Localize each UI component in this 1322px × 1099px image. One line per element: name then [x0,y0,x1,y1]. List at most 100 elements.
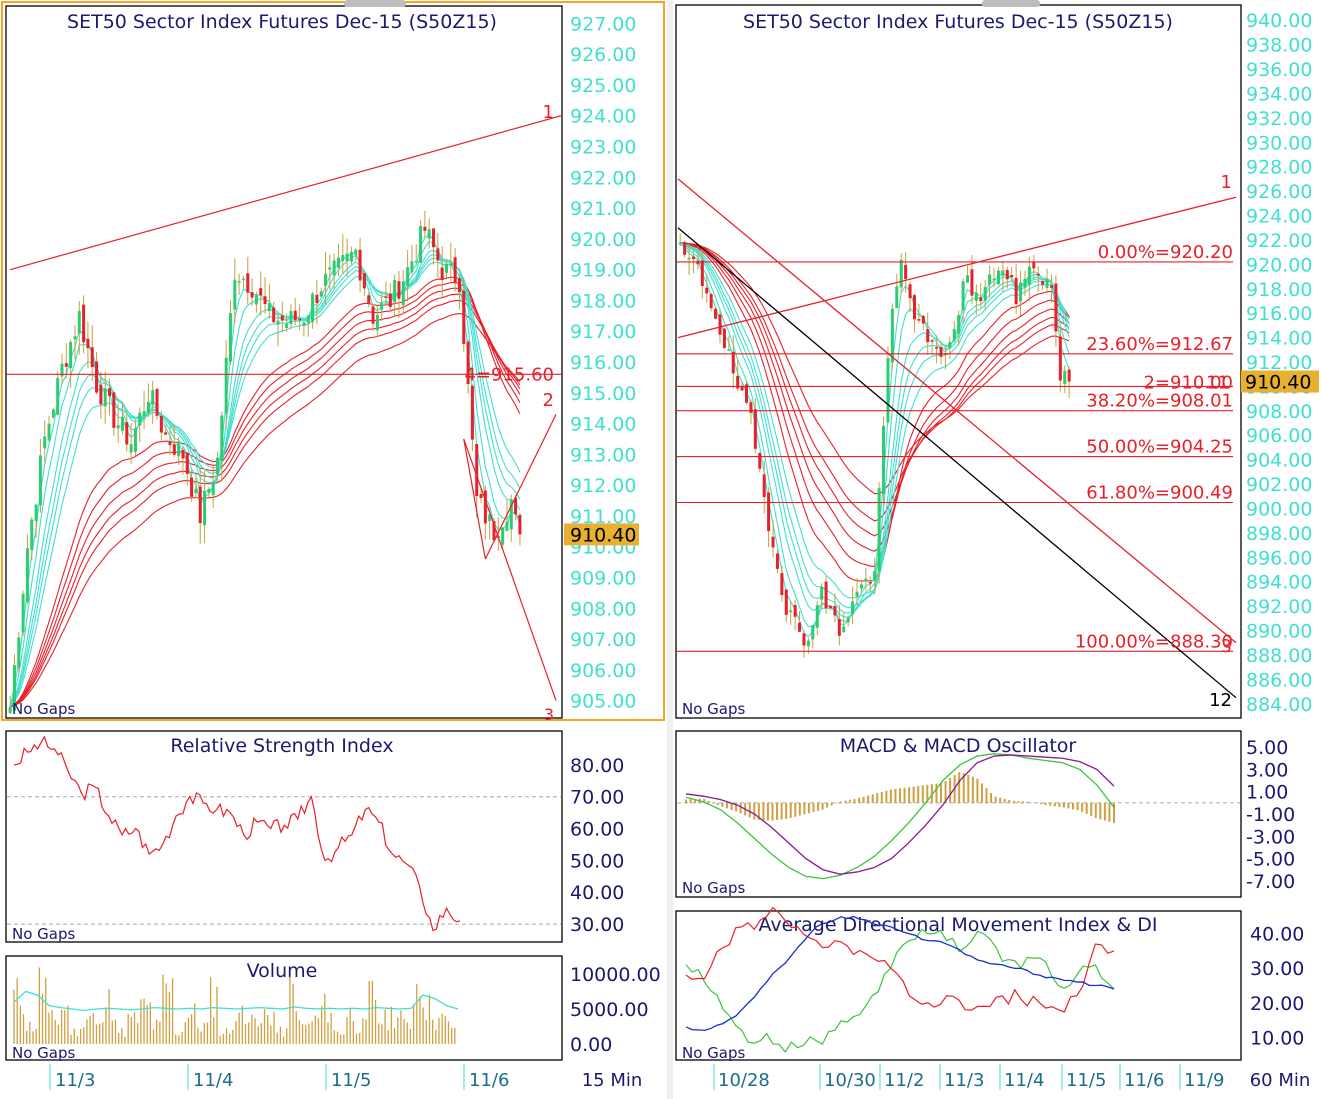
candle-down [95,361,99,393]
right-price-tick: 926.00 [1246,181,1312,203]
rsi-tick: 30.00 [570,914,624,936]
fib-label: 0.00%=920.20 [1098,242,1233,263]
candle-up [319,291,323,297]
candle-down [367,295,371,304]
rsi-tick: 50.00 [570,850,624,872]
trendline-1 [677,196,1237,339]
candle-down [475,443,479,497]
adx-tick: 20.00 [1250,993,1304,1015]
candle-down [705,287,709,294]
candle-down [259,288,263,296]
candle-down [155,388,159,416]
candle-up [328,267,332,270]
right-price-tick: 896.00 [1246,547,1312,569]
candle-up [207,489,211,493]
candle-up [886,358,890,423]
wave-leg [463,438,486,560]
rsi-title: Relative Strength Index [170,735,393,757]
right-price-tick: 920.00 [1246,254,1312,276]
candle-down [440,267,444,281]
left-price-title: SET50 Sector Index Futures Dec-15 (S50Z1… [67,11,497,33]
wave-label-3: 3 [1221,636,1232,657]
right-price-tick: 916.00 [1246,303,1312,325]
candle-up [877,488,881,572]
adx-panel[interactable]: Average Directional Movement Index & DI … [675,906,1304,1062]
left-price-tick: 908.00 [570,598,636,620]
right-price-panel[interactable]: SET50 Sector Index Futures Dec-15 (S50Z1… [675,0,1319,719]
right-price-tick: 906.00 [1246,425,1312,447]
candle-up [966,275,970,283]
left-price-tick: 917.00 [570,321,636,343]
rsi-tick: 60.00 [570,819,624,841]
fib-label: 50.00%=904.25 [1086,437,1233,458]
wave-label-12: 12 [1209,690,1232,711]
candle-down [828,605,832,608]
adx-tick: 30.00 [1250,958,1304,980]
right-panel-resize-handle[interactable] [982,0,1040,7]
macd-panel[interactable]: MACD & MACD Oscillator 5.003.001.00-1.00… [675,730,1295,898]
right-price-tick: 938.00 [1246,35,1312,57]
candle-up [302,322,306,326]
candle-up [859,584,863,589]
candle-down [470,385,474,440]
candle-down [780,573,784,596]
candle-down [293,310,297,321]
right-price-tick: 908.00 [1246,401,1312,423]
left-price-panel[interactable]: SET50 Sector Index Futures Dec-15 (S50Z1… [1,0,665,724]
rsi-no-gaps-label: No Gaps [12,925,76,943]
candle-up [427,229,431,239]
candle-up [133,428,137,452]
candle-up [177,442,181,457]
candle-down [518,514,522,535]
left-rsi-panel[interactable]: Relative Strength Index 80.00 70.00 60.00 5… [5,730,624,943]
candle-down [388,293,392,307]
left-price-tick: 914.00 [570,414,636,436]
left-price-tick: 925.00 [570,75,636,97]
candle-down [758,453,762,469]
candle-down [432,228,436,248]
candle-up [47,423,51,441]
left-timeframe-label[interactable]: 15 Min [582,1070,643,1091]
ema-fast-15 [9,261,521,708]
candle-down [718,314,722,335]
candle-up [103,388,107,407]
candle-down [775,553,779,569]
candle-down [198,486,202,524]
rsi-tick: 70.00 [570,787,624,809]
candle-down [298,318,302,321]
candle-up [233,279,237,310]
candle-down [802,633,806,646]
candle-down [358,249,362,281]
right-date-tick: 11/2 [884,1070,924,1091]
right-date-tick: 11/3 [944,1070,984,1091]
candle-down [479,494,483,498]
candle-up [988,274,992,285]
wave-label-2: 2 [543,390,554,411]
candle-down [824,581,828,609]
left-volume-panel[interactable]: Volume 10000.00 5000.00 0.00 No Gaps [5,955,661,1062]
macd-tick: 1.00 [1246,782,1288,804]
candle-up [509,499,513,530]
macd-title: MACD & MACD Oscillator [840,735,1077,757]
candle-up [864,578,868,582]
left-price-panel-selection-border [1,1,665,721]
candle-down [935,347,939,349]
right-price-plot-frame [675,4,1242,719]
right-price-plot: 0.00%=920.20 23.60%=912.67 38.20%=908.01 50… [677,172,1237,711]
left-panel-resize-handle[interactable] [344,0,406,7]
pane-splitter[interactable] [667,0,673,1099]
ema-slow-50 [9,299,521,708]
right-date-tick: 10/28 [718,1070,770,1091]
right-price-tick: 924.00 [1246,206,1312,228]
candle-down [1014,277,1018,305]
candle-up [406,267,410,286]
candle-up [228,313,232,362]
candle-down [908,284,912,299]
left-price-tick: 907.00 [570,629,636,651]
candle-up [820,586,824,600]
candle-up [444,263,448,273]
rsi-axis: 80.00 70.00 60.00 50.00 40.00 30.00 [570,755,624,936]
right-timeframe-label[interactable]: 60 Min [1250,1070,1311,1091]
right-price-tick: 892.00 [1246,596,1312,618]
